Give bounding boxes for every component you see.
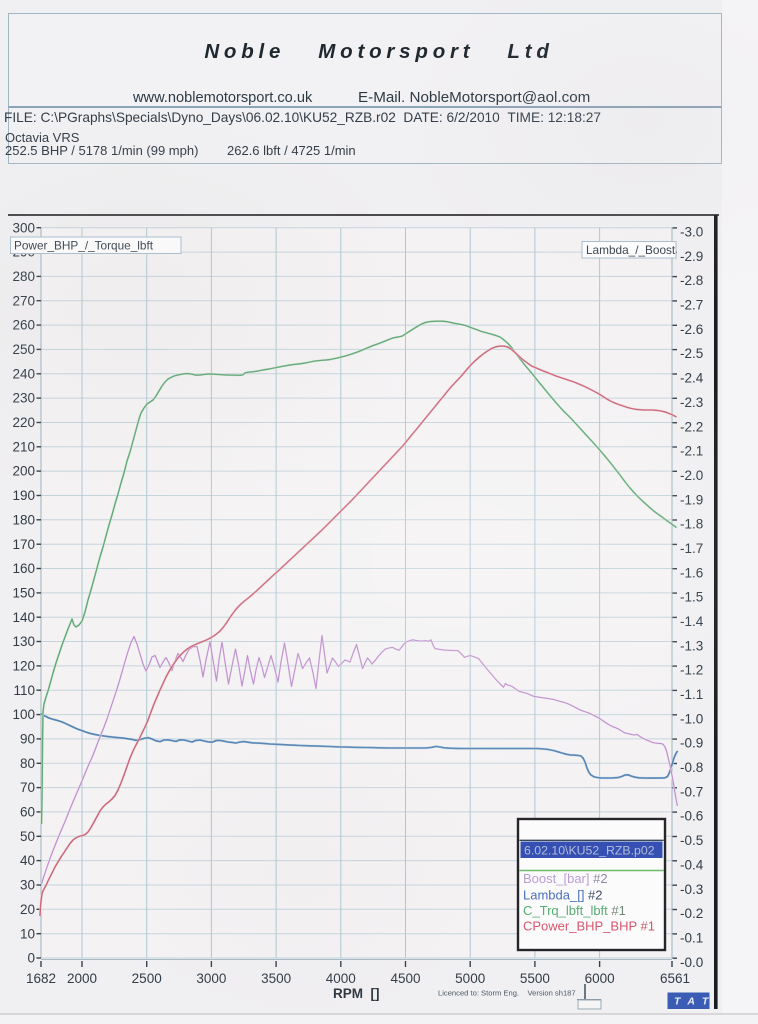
svg-text:Lambda_[] #2: Lambda_[] #2 (523, 888, 603, 903)
svg-text:-0.8: -0.8 (680, 760, 703, 775)
svg-text:170: 170 (12, 537, 35, 552)
svg-text:-1.5: -1.5 (680, 590, 703, 605)
svg-text:2000: 2000 (67, 971, 97, 986)
svg-text:Licenced to: Storm Eng. Ver: Licenced to: Storm Eng. Version sh187 (438, 989, 576, 998)
svg-text:60: 60 (20, 805, 35, 820)
svg-text:-0.7: -0.7 (680, 784, 703, 799)
svg-text:50: 50 (20, 829, 35, 844)
svg-text:-1.4: -1.4 (680, 614, 704, 629)
svg-text:-1.8: -1.8 (680, 517, 703, 532)
svg-text:-0.2: -0.2 (680, 906, 703, 921)
svg-text:3000: 3000 (196, 971, 226, 986)
svg-text:-2.9: -2.9 (680, 249, 703, 264)
svg-text:-1.2: -1.2 (680, 663, 703, 678)
svg-text:-2.0: -2.0 (680, 468, 703, 483)
svg-text:-1.1: -1.1 (680, 687, 703, 702)
svg-text:300: 300 (12, 220, 35, 235)
svg-text:20: 20 (20, 902, 35, 917)
svg-text:C_Trq_lbft_lbft #1: C_Trq_lbft_lbft #1 (523, 903, 626, 918)
svg-text:100: 100 (12, 707, 35, 722)
svg-text:-2.6: -2.6 (680, 322, 703, 337)
svg-text:-0.5: -0.5 (680, 833, 703, 848)
svg-text:Power_BHP_/_Torque_lbft: Power_BHP_/_Torque_lbft (14, 239, 154, 253)
svg-text:4000: 4000 (326, 971, 356, 986)
svg-text:140: 140 (12, 610, 35, 625)
svg-text:-2.8: -2.8 (680, 273, 703, 288)
svg-text:110: 110 (13, 683, 35, 698)
svg-text:250: 250 (12, 342, 35, 357)
svg-text:70: 70 (20, 780, 35, 795)
svg-text:240: 240 (12, 366, 35, 381)
svg-text:3500: 3500 (261, 971, 291, 986)
svg-text:T A T: T A T (674, 996, 710, 1008)
svg-text:220: 220 (12, 415, 35, 430)
svg-text:6561: 6561 (660, 971, 690, 986)
svg-text:90: 90 (20, 732, 35, 747)
svg-text:260: 260 (12, 318, 35, 333)
svg-text:4500: 4500 (390, 971, 420, 986)
svg-text:10: 10 (20, 926, 35, 941)
svg-text:-0.3: -0.3 (680, 882, 703, 897)
svg-text:0: 0 (27, 951, 35, 966)
svg-text:2500: 2500 (132, 971, 162, 986)
svg-text:190: 190 (12, 488, 35, 503)
svg-text:-1.7: -1.7 (680, 541, 703, 556)
svg-text:270: 270 (12, 293, 35, 308)
svg-text:-2.3: -2.3 (680, 395, 703, 410)
svg-text:RPM []: RPM [] (333, 986, 380, 1001)
svg-text:-0.0: -0.0 (680, 955, 703, 970)
svg-text:130: 130 (12, 634, 35, 649)
svg-text:-0.9: -0.9 (680, 736, 703, 751)
svg-text:230: 230 (12, 391, 35, 406)
svg-text:CPower_BHP_BHP #1: CPower_BHP_BHP #1 (523, 919, 655, 934)
svg-text:40: 40 (20, 853, 35, 868)
svg-text:200: 200 (12, 464, 35, 479)
svg-text:-2.2: -2.2 (680, 419, 703, 434)
svg-text:1682: 1682 (26, 971, 56, 986)
svg-text:160: 160 (12, 561, 35, 576)
svg-text:-2.4: -2.4 (680, 371, 704, 386)
svg-text:-1.0: -1.0 (680, 711, 703, 726)
svg-text:-2.5: -2.5 (680, 346, 703, 361)
svg-text:-2.7: -2.7 (680, 298, 703, 313)
svg-text:6.02.10\KU52_RZB.p02: 6.02.10\KU52_RZB.p02 (524, 844, 655, 858)
svg-text:80: 80 (20, 756, 35, 771)
svg-text:180: 180 (12, 512, 35, 527)
svg-text:-1.3: -1.3 (680, 638, 703, 653)
svg-text:-3.0: -3.0 (680, 225, 703, 240)
svg-text:-0.6: -0.6 (680, 809, 703, 824)
svg-text:-0.4: -0.4 (680, 857, 704, 872)
svg-text:30: 30 (20, 878, 35, 893)
svg-text:6000: 6000 (585, 971, 615, 986)
svg-text:-1.6: -1.6 (680, 565, 703, 580)
svg-text:-1.9: -1.9 (680, 492, 703, 507)
svg-text:120: 120 (12, 659, 35, 674)
svg-text:5000: 5000 (455, 971, 485, 986)
svg-text:Lambda_/_Boost: Lambda_/_Boost (586, 243, 676, 257)
svg-text:5500: 5500 (520, 971, 550, 986)
svg-text:150: 150 (12, 586, 35, 601)
svg-text:280: 280 (12, 269, 35, 284)
svg-text:Boost_[bar] #2: Boost_[bar] #2 (523, 871, 608, 886)
svg-text:-2.1: -2.1 (680, 444, 703, 459)
svg-text:210: 210 (12, 439, 35, 454)
svg-text:-0.1: -0.1 (680, 931, 703, 946)
